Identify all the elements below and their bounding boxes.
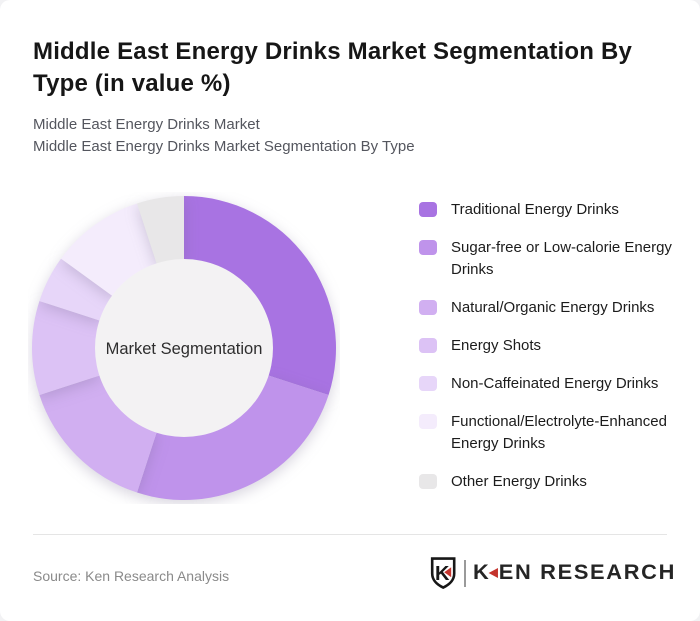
legend-item-3: Natural/Organic Energy Drinks [419, 297, 679, 319]
logo-text-rest: EN RESEARCH [498, 561, 676, 584]
subtitle-line-1: Middle East Energy Drinks Market [33, 116, 260, 133]
donut-slice-7 [137, 196, 184, 265]
legend-swatch-7 [419, 474, 437, 489]
logo-text-k: K [472, 561, 491, 584]
donut-slice-5 [39, 258, 113, 321]
legend-swatch-2 [419, 240, 437, 255]
logo-divider [463, 559, 466, 587]
donut-chart-svg: Market Segmentation [32, 196, 336, 500]
legend-swatch-4 [419, 338, 437, 353]
footer-divider [33, 534, 667, 535]
logo-text: K EN RESEARCH [473, 561, 676, 585]
legend-label-7: Other Energy Drinks [451, 473, 587, 490]
subtitle-line-2: Middle East Energy Drinks Market Segment… [33, 138, 415, 155]
donut-center-label: Market Segmentation [106, 340, 263, 358]
legend-item-1: Traditional Energy Drinks [419, 199, 679, 221]
legend-item-5: Non-Caffeinated Energy Drinks [419, 373, 679, 395]
legend-swatch-3 [419, 300, 437, 315]
legend-label-3: Natural/Organic Energy Drinks [451, 299, 655, 316]
source-text: Source: Ken Research Analysis [33, 568, 230, 584]
donut-slice-2 [137, 375, 329, 500]
logo-shield-icon: K [430, 557, 456, 590]
donut-chart: Market Segmentation [28, 192, 340, 504]
donut-slice-6 [61, 203, 157, 297]
chart-legend: Traditional Energy Drinks Sugar-free or L… [419, 199, 679, 493]
logo-badge-red-triangle-icon [443, 567, 451, 578]
legend-item-2: Sugar-free or Low-calorie Energy Drinks [419, 237, 679, 281]
donut-slice-1 [184, 196, 336, 395]
logo-red-triangle-icon [488, 568, 498, 578]
donut-slice-4 [32, 301, 101, 395]
legend-label-5: Non-Caffeinated Energy Drinks [451, 375, 659, 392]
logo-badge-letter: K [435, 563, 450, 585]
subtitle-block: Middle East Energy Drinks Market Middle … [33, 114, 653, 158]
donut-slice-3 [39, 375, 157, 493]
donut-inner-circle [95, 259, 273, 437]
legend-label-6: Functional/Electrolyte-Enhanced Energy D… [451, 413, 667, 452]
legend-item-7: Other Energy Drinks [419, 471, 679, 493]
legend-swatch-1 [419, 202, 437, 217]
legend-label-4: Energy Shots [451, 337, 542, 354]
legend-label-2: Sugar-free or Low-calorie Energy Drinks [451, 239, 672, 278]
legend-swatch-6 [419, 414, 437, 429]
legend-swatch-5 [419, 376, 437, 391]
legend-label-1: Traditional Energy Drinks [451, 201, 619, 218]
legend-item-6: Functional/Electrolyte-Enhanced Energy D… [419, 411, 679, 455]
page-title: Middle East Energy Drinks Market Segment… [33, 38, 633, 97]
legend-item-4: Energy Shots [419, 335, 679, 357]
ken-research-logo: K K EN RESEARCH [428, 556, 674, 590]
